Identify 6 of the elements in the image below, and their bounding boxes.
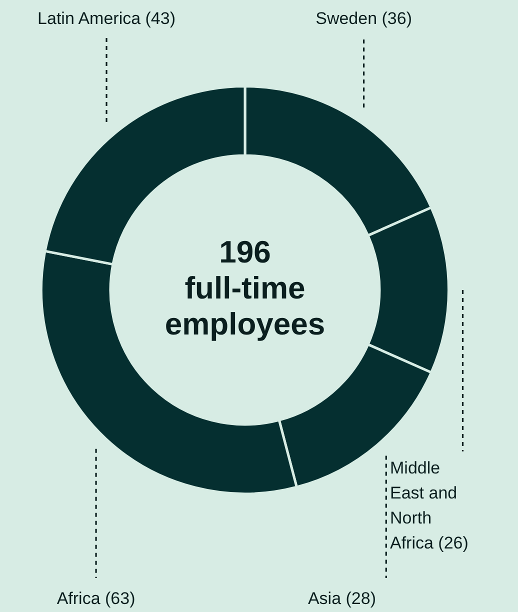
slice-label: Africa (63) (56, 589, 136, 608)
slice-label: Sweden (36) (316, 9, 412, 28)
slice-label: Latin America (43) (38, 9, 176, 28)
slice-label: Middle East and North Africa (26) (390, 458, 468, 552)
text: 196 full-time employees (164, 234, 326, 342)
slice-label: Asia (28) (308, 589, 376, 608)
